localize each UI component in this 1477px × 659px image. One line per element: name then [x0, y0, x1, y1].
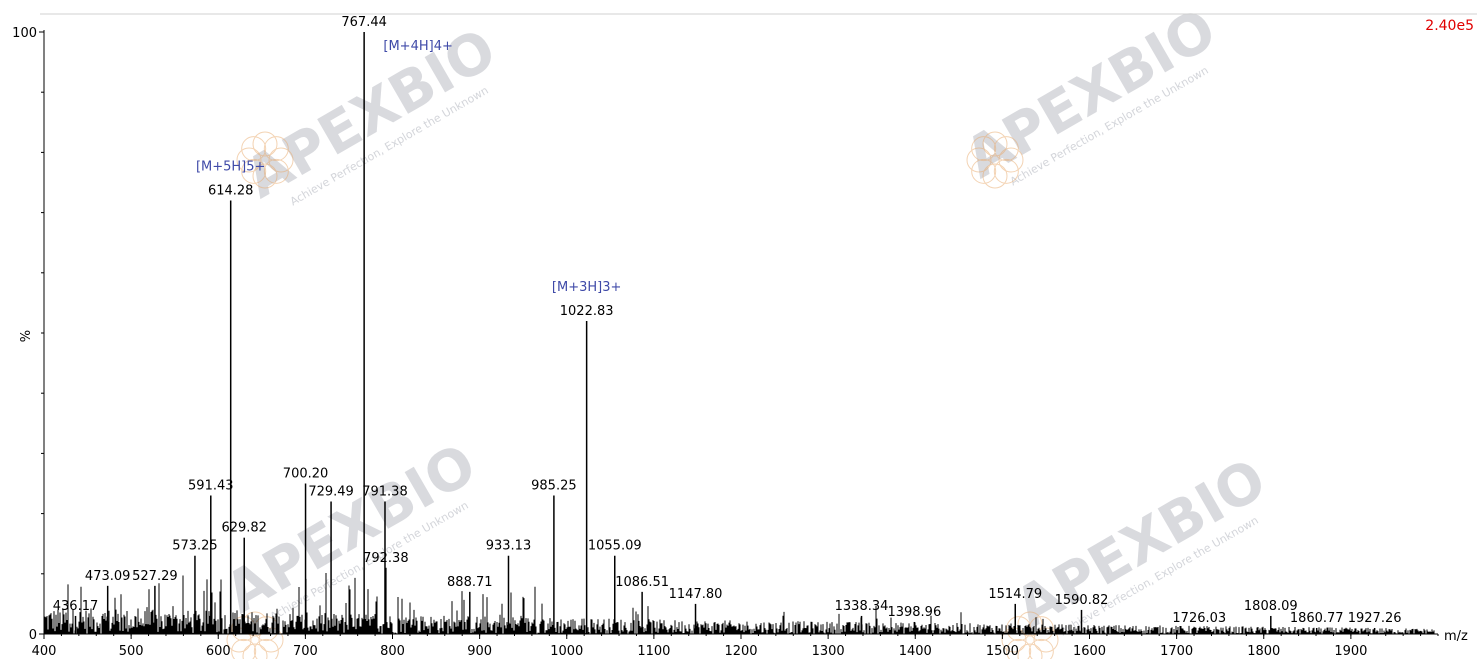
peak-label-1927.26: 1927.26	[1348, 611, 1402, 626]
peak-label-888.71: 888.71	[447, 575, 493, 590]
peak-label-700.20: 700.20	[283, 467, 329, 482]
peak-label-473.09: 473.09	[85, 569, 131, 584]
watermark-seal-ring	[241, 158, 267, 184]
peak-label-1022.83: 1022.83	[560, 304, 614, 319]
peak-label-591.43: 591.43	[188, 479, 234, 494]
watermark-seal-ring	[242, 643, 268, 659]
watermark-seal-ring	[1033, 627, 1059, 653]
watermark-seal-ring	[982, 131, 1008, 157]
x-tick-label-1400: 1400	[899, 644, 932, 659]
watermark-seal-ring	[993, 136, 1019, 162]
x-tick-label-1600: 1600	[1073, 644, 1106, 659]
x-tick-label-400: 400	[32, 644, 57, 659]
x-tick-label-900: 900	[467, 644, 492, 659]
watermark-brand: APEXBIO	[1005, 447, 1277, 642]
peak-label-629.82: 629.82	[221, 521, 267, 536]
peak-label-1860.77: 1860.77	[1290, 611, 1344, 626]
max-intensity-label: 2.40e5	[1425, 18, 1474, 34]
x-tick-label-1100: 1100	[637, 644, 670, 659]
x-tick-label-700: 700	[293, 644, 318, 659]
watermark-seal-ring	[971, 136, 997, 162]
peak-label-layer: 436.17 473.09 527.29 573.25 591.43 614.28 629.…	[53, 15, 1402, 626]
x-tick-label-800: 800	[380, 644, 405, 659]
x-tick-label-1700: 1700	[1160, 644, 1193, 659]
x-tick-label-1900: 1900	[1334, 644, 1367, 659]
peak-label-1398.96: 1398.96	[887, 605, 941, 620]
ion-annotation-[M+4H]4+: [M+4H]4+	[383, 39, 452, 54]
watermark-seal-ring	[1006, 638, 1032, 659]
watermark-seal	[236, 131, 294, 189]
x-tick-label-600: 600	[206, 644, 231, 659]
watermark-seal-ring	[253, 638, 279, 659]
watermark-seal	[966, 131, 1024, 189]
peak-label-729.49: 729.49	[308, 485, 354, 500]
peak-label-1055.09: 1055.09	[588, 539, 642, 554]
peak-label-436.17: 436.17	[53, 599, 99, 614]
watermark-seal-ring	[263, 136, 289, 162]
peak-layer	[74, 32, 1376, 634]
x-tick-label-1000: 1000	[550, 644, 583, 659]
watermark-seal-ring	[252, 131, 278, 157]
peak-label-1726.03: 1726.03	[1172, 611, 1226, 626]
peak-label-527.29: 527.29	[132, 569, 178, 584]
axes	[43, 30, 1438, 635]
watermark-brand: APEXBIO	[955, 0, 1227, 191]
watermark-seal-ring	[993, 158, 1019, 184]
peak-label-792.38: 792.38	[363, 551, 409, 566]
y-axis-label: %	[19, 330, 34, 342]
watermark-seal-ring	[1017, 643, 1043, 659]
x-tick-label-1200: 1200	[724, 644, 757, 659]
watermark-seal-ring	[1017, 611, 1043, 637]
peak-label-1590.82: 1590.82	[1055, 593, 1109, 608]
watermark-seal-ring	[231, 638, 257, 659]
peak-label-1086.51: 1086.51	[615, 575, 669, 590]
peak-label-985.25: 985.25	[531, 479, 577, 494]
peak-label-1808.09: 1808.09	[1244, 599, 1298, 614]
x-tick-label-500: 500	[119, 644, 144, 659]
y-tick-label-100: 100	[12, 26, 37, 41]
watermark-seal-ring	[982, 163, 1008, 189]
peak-label-791.38: 791.38	[362, 485, 408, 500]
watermark-seal-ring	[268, 147, 294, 173]
watermark-seal-ring	[1028, 638, 1054, 659]
y-tick-layer: 0 100	[12, 26, 44, 643]
peak-label-1514.79: 1514.79	[988, 587, 1042, 602]
watermark-seal-ring	[966, 147, 992, 173]
x-tick-label-1500: 1500	[986, 644, 1019, 659]
watermark-seal-ring	[971, 158, 997, 184]
ion-annotation-[M+3H]3+: [M+3H]3+	[552, 280, 621, 295]
x-tick-layer: 400 500 600 700 800 900 1000 1100 1200 1300 1400 15…	[32, 634, 1439, 659]
y-tick-label-0: 0	[29, 628, 37, 643]
peak-label-573.25: 573.25	[172, 539, 218, 554]
x-tick-label-1300: 1300	[812, 644, 845, 659]
watermark-seal-ring	[263, 158, 289, 184]
watermark-seal-ring	[236, 147, 262, 173]
peak-label-1147.80: 1147.80	[669, 587, 723, 602]
x-axis-label: m/z	[1444, 629, 1468, 644]
watermark-seal-ring	[241, 136, 267, 162]
watermark-seal-ring	[258, 627, 284, 653]
watermark-seal-ring	[998, 147, 1024, 173]
peak-label-933.13: 933.13	[486, 539, 532, 554]
ion-annotation-[M+5H]5+: [M+5H]5+	[196, 160, 265, 175]
peak-label-614.28: 614.28	[208, 184, 254, 199]
peak-label-767.44: 767.44	[341, 15, 387, 30]
x-tick-label-1800: 1800	[1247, 644, 1280, 659]
watermark-seal-ring	[252, 163, 278, 189]
peak-label-1338.34: 1338.34	[835, 599, 889, 614]
noise-floor	[44, 572, 1436, 634]
